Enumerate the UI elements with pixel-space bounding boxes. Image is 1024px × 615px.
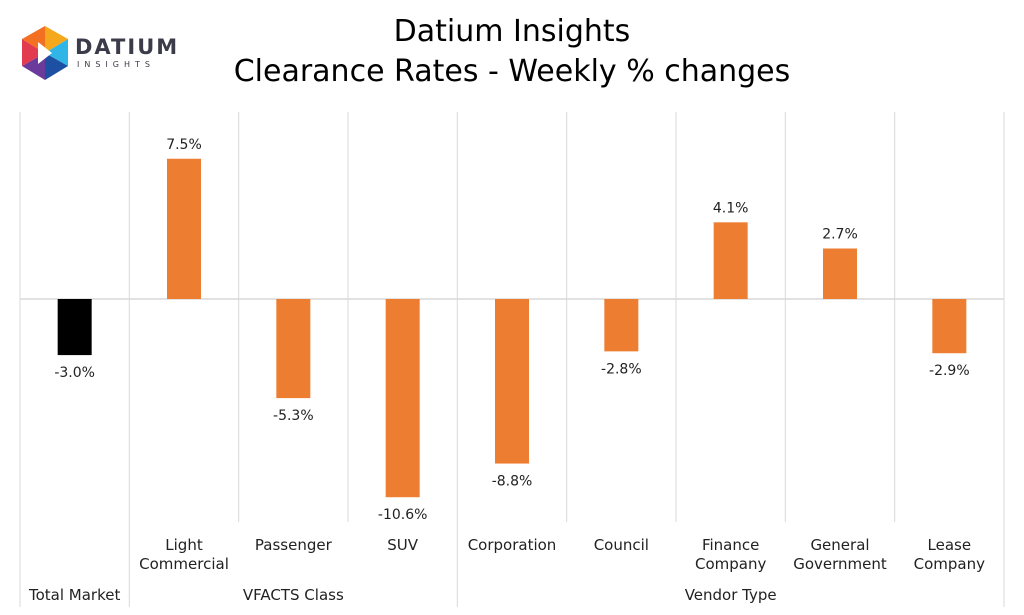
value-label-corporation: -8.8% [492,474,533,490]
bar-suv [385,299,420,498]
value-label-passenger: -5.3% [273,408,314,424]
category-label-general-government: General [810,536,869,554]
value-label-total-market: -3.0% [54,365,95,381]
logo-wordmark: DATIUM [75,35,180,59]
value-label-council: -2.8% [601,361,642,377]
value-label-finance-company: 4.1% [713,200,749,216]
value-label-lease-company: -2.9% [929,363,970,379]
bar-finance-company [713,222,748,299]
category-label-lease-company: Lease [928,536,972,554]
category-label-light-commercial: Light [165,536,203,554]
bar-general-government [823,248,857,299]
category-label-passenger: Passenger [255,536,333,554]
chart-subtitle: Clearance Rates - Weekly % changes [233,54,791,89]
datium-logo: DATIUM INSIGHTS [22,26,182,82]
category-label-finance-company: Company [695,555,766,573]
chart-title: Datium Insights [393,14,631,49]
value-label-suv: -10.6% [378,507,428,523]
bar-council [604,299,639,352]
value-label-general-government: 2.7% [822,227,858,243]
group-label-vfacts-class: VFACTS Class [243,586,344,604]
category-label-general-government: Government [793,555,887,573]
datium-logo-icon [22,26,68,80]
bar-corporation [495,299,529,464]
category-label-council: Council [594,536,649,554]
category-label-corporation: Corporation [468,536,557,554]
bar-passenger [276,299,311,399]
category-label-lease-company: Company [914,555,985,573]
bar-lease-company [932,299,967,354]
bar-total-market [57,299,92,356]
logo-subtext: INSIGHTS [77,60,155,69]
category-label-light-commercial: Commercial [139,555,229,573]
group-label-vendor-type: Vendor Type [685,586,777,604]
category-label-suv: SUV [387,536,419,554]
group-label-total-market: Total Market [28,586,120,604]
bar-light-commercial [167,158,201,299]
value-label-light-commercial: 7.5% [166,137,202,153]
category-label-finance-company: Finance [702,536,759,554]
